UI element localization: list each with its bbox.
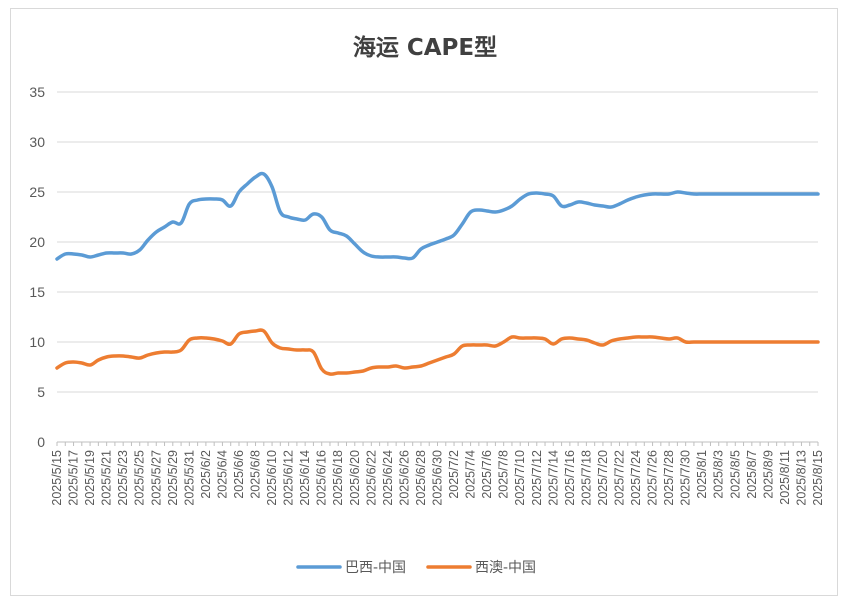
- x-tick-label: 2025/7/28: [662, 450, 676, 506]
- x-tick-label: 2025/7/30: [679, 450, 693, 506]
- x-tick-label: 2025/5/21: [100, 450, 114, 506]
- x-tick-label: 2025/7/2: [447, 450, 461, 499]
- x-tick-label: 2025/6/22: [364, 450, 378, 506]
- x-tick-label: 2025/7/8: [497, 450, 511, 499]
- y-tick-label: 35: [29, 84, 45, 100]
- x-tick-label: 2025/5/25: [133, 450, 147, 506]
- x-axis-ticks: 2025/5/15 2025/5/17 2025/5/19 2025/5/21 2025…: [50, 442, 825, 506]
- x-tick-label: 2025/6/14: [298, 450, 312, 506]
- legend-label-2: 西澳-中国: [475, 560, 536, 576]
- x-tick-label: 2025/6/26: [397, 450, 411, 506]
- x-tick-label: 2025/6/16: [315, 450, 329, 506]
- chart-frame: [10, 8, 838, 596]
- x-tick-label: 2025/6/2: [199, 450, 213, 499]
- y-tick-label: 15: [29, 284, 45, 300]
- x-tick-label: 2025/7/24: [629, 450, 643, 506]
- x-tick-label: 2025/6/18: [331, 450, 345, 506]
- x-tick-label: 2025/6/4: [215, 450, 229, 499]
- y-tick-label: 20: [29, 234, 45, 250]
- chart-title: 海运 CAPE型: [353, 34, 497, 61]
- x-tick-label: 2025/7/22: [612, 450, 626, 506]
- x-tick-label: 2025/7/26: [646, 450, 660, 506]
- x-tick-label: 2025/6/12: [282, 450, 296, 506]
- x-tick-label: 2025/7/12: [530, 450, 544, 506]
- x-tick-label: 2025/8/13: [794, 450, 808, 506]
- series-line-1: [55, 171, 820, 261]
- legend-label-1: 巴西-中国: [345, 560, 406, 576]
- x-tick-label: 2025/8/3: [712, 450, 726, 499]
- y-tick-label: 10: [29, 334, 45, 350]
- x-tick-label: 2025/5/17: [67, 450, 81, 506]
- x-tick-label: 2025/5/31: [182, 450, 196, 506]
- x-tick-label: 2025/7/4: [464, 450, 478, 499]
- x-tick-label: 2025/8/15: [811, 450, 825, 506]
- x-tick-label: 2025/5/27: [149, 450, 163, 506]
- y-tick-label: 30: [29, 134, 45, 150]
- x-tick-label: 2025/5/19: [83, 450, 97, 506]
- x-tick-label: 2025/7/10: [513, 450, 527, 506]
- y-axis-ticks: 0 5 10 15 20 25 30 35: [29, 84, 45, 450]
- x-tick-label: 2025/8/1: [695, 450, 709, 499]
- series-lines: [55, 171, 820, 376]
- x-tick-label: 2025/6/20: [348, 450, 362, 506]
- gridlines: [57, 91, 818, 443]
- x-tick-label: 2025/6/8: [249, 450, 263, 499]
- x-tick-label: 2025/8/11: [778, 450, 792, 505]
- x-tick-label: 2025/5/23: [116, 450, 130, 506]
- x-tick-label: 2025/7/16: [563, 450, 577, 506]
- x-tick-label: 2025/6/28: [414, 450, 428, 506]
- x-tick-label: 2025/5/15: [50, 450, 64, 506]
- x-tick-label: 2025/6/6: [232, 450, 246, 499]
- series-line-2: [55, 328, 820, 376]
- y-tick-label: 25: [29, 184, 45, 200]
- x-tick-label: 2025/7/14: [546, 450, 560, 506]
- x-tick-label: 2025/6/10: [265, 450, 279, 506]
- x-tick-label: 2025/7/6: [480, 450, 494, 499]
- x-tick-label: 2025/5/29: [166, 450, 180, 506]
- x-tick-label: 2025/6/24: [381, 450, 395, 506]
- y-tick-label: 0: [37, 434, 45, 450]
- x-tick-label: 2025/8/5: [728, 450, 742, 499]
- x-tick-label: 2025/6/30: [431, 450, 445, 506]
- x-tick-label: 2025/8/9: [761, 450, 775, 499]
- x-tick-label: 2025/8/7: [745, 450, 759, 499]
- y-tick-label: 5: [37, 384, 45, 400]
- x-tick-label: 2025/7/20: [596, 450, 610, 506]
- x-tick-label: 2025/7/18: [579, 450, 593, 506]
- legend: 巴西-中国 西澳-中国: [296, 560, 536, 576]
